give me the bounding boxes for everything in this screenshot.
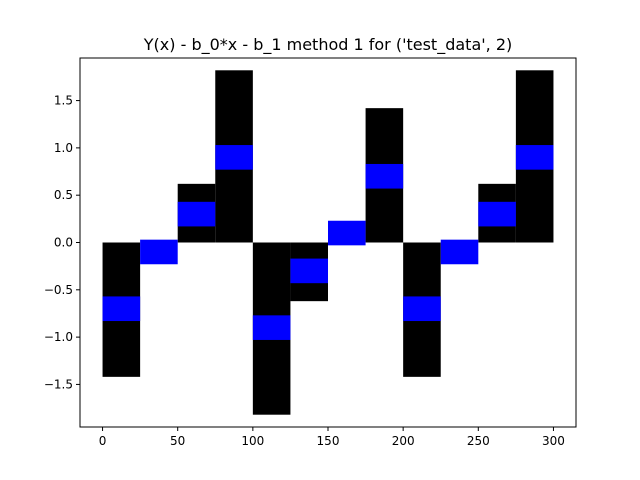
y-axis: −1.5 −1.0 −0.5 0.0 0.5 1.0 1.5 [44, 94, 80, 391]
highlight-band-0 [102, 296, 141, 322]
highlight-band-8 [403, 296, 441, 322]
x-tick-label-1: 50 [170, 434, 185, 448]
highlight-band-7 [365, 163, 404, 189]
x-tick-label-3: 150 [317, 434, 340, 448]
x-tick-label-6: 300 [542, 434, 565, 448]
y-tick-label-4: 0.5 [54, 188, 73, 202]
y-tick-label-3: 0.0 [54, 236, 73, 250]
chart-title: Y(x) - b_0*x - b_1 method 1 for ('test_d… [143, 35, 512, 55]
highlight-band-3 [215, 145, 253, 170]
highlight-band-2 [177, 201, 216, 227]
highlight-band-4 [252, 315, 291, 340]
highlight-band-9 [440, 239, 479, 265]
highlight-band-10 [478, 201, 516, 227]
y-tick-label-0: −1.5 [44, 377, 73, 391]
x-tick-label-4: 200 [392, 434, 415, 448]
highlight-band-6 [328, 220, 366, 246]
y-tick-label-1: −1.0 [44, 330, 73, 344]
highlight-band-5 [290, 258, 328, 284]
x-tick-label-5: 250 [467, 434, 490, 448]
y-tick-label-6: 1.5 [54, 94, 73, 108]
y-tick-label-5: 1.0 [54, 141, 73, 155]
x-axis: 0 50 100 150 200 250 300 [99, 427, 565, 448]
highlight-band-1 [140, 239, 178, 265]
x-tick-label-2: 100 [241, 434, 264, 448]
highlight-band-11 [515, 145, 554, 170]
y-tick-label-2: −0.5 [44, 283, 73, 297]
highlights-layer [102, 145, 554, 340]
x-tick-label-0: 0 [99, 434, 107, 448]
plot-area [79, 57, 577, 428]
